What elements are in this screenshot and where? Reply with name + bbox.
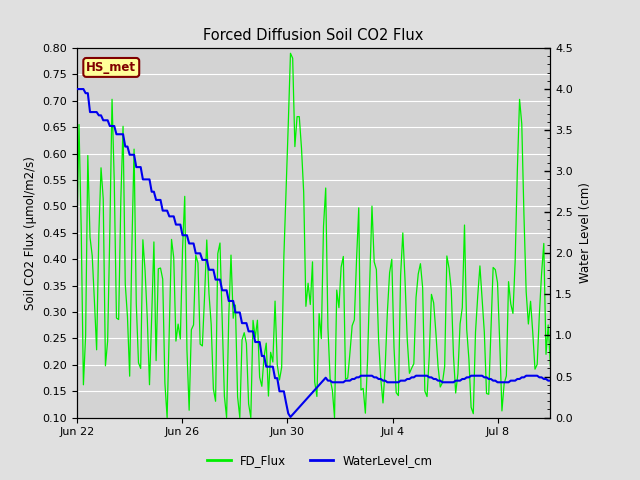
Y-axis label: Water Level (cm): Water Level (cm) xyxy=(579,182,591,283)
Text: HS_met: HS_met xyxy=(86,61,136,74)
Y-axis label: Soil CO2 Flux (μmol/m2/s): Soil CO2 Flux (μmol/m2/s) xyxy=(24,156,36,310)
Title: Forced Diffusion Soil CO2 Flux: Forced Diffusion Soil CO2 Flux xyxy=(204,28,424,43)
Legend: FD_Flux, WaterLevel_cm: FD_Flux, WaterLevel_cm xyxy=(202,449,438,472)
